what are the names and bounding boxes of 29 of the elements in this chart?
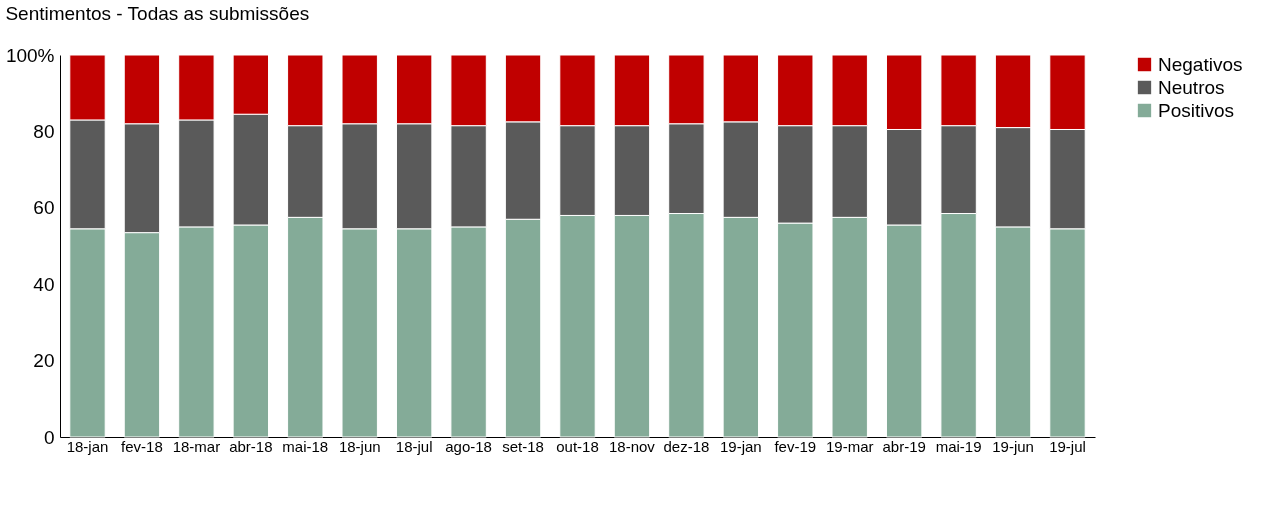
x-tick-label: ago-18	[445, 437, 492, 455]
y-tick-label: 0	[43, 426, 55, 448]
y-tick-label: 60	[33, 197, 55, 219]
y-tick-label: 100%	[5, 44, 55, 66]
legend-label: Negativos	[1158, 53, 1243, 75]
x-tick-label: fev-18	[121, 437, 163, 455]
x-tick-label: 18-jun	[338, 437, 381, 455]
y-tick-label: 40	[33, 273, 55, 295]
x-tick-label: mai-18	[282, 437, 329, 455]
legend-label: Positivos	[1158, 99, 1235, 121]
x-tick-label: 18-jan	[66, 437, 109, 455]
x-tick-label: set-18	[502, 437, 544, 455]
chart-title: Sentimentos - Todas as submissões	[5, 3, 310, 24]
y-tick-label: 80	[33, 120, 55, 142]
x-tick-label: abr-18	[229, 437, 273, 455]
legend-label: Neutros	[1158, 76, 1225, 98]
x-tick-label: mai-19	[935, 437, 982, 455]
x-tick-label: 18-mar	[172, 437, 221, 455]
x-tick-label: 18-nov	[609, 437, 656, 455]
x-tick-label: abr-19	[882, 437, 926, 455]
x-tick-label: 18-jul	[395, 437, 433, 455]
x-tick-label: out-18	[556, 437, 599, 455]
x-tick-label: 19-jul	[1049, 437, 1086, 455]
x-tick-label: fev-19	[774, 437, 817, 455]
x-tick-label: 19-jun	[992, 437, 1034, 455]
x-tick-label: 19-mar	[825, 437, 874, 455]
y-tick-label: 20	[33, 350, 55, 372]
x-tick-label: dez-18	[663, 437, 710, 455]
x-tick-label: 19-jan	[719, 437, 762, 455]
